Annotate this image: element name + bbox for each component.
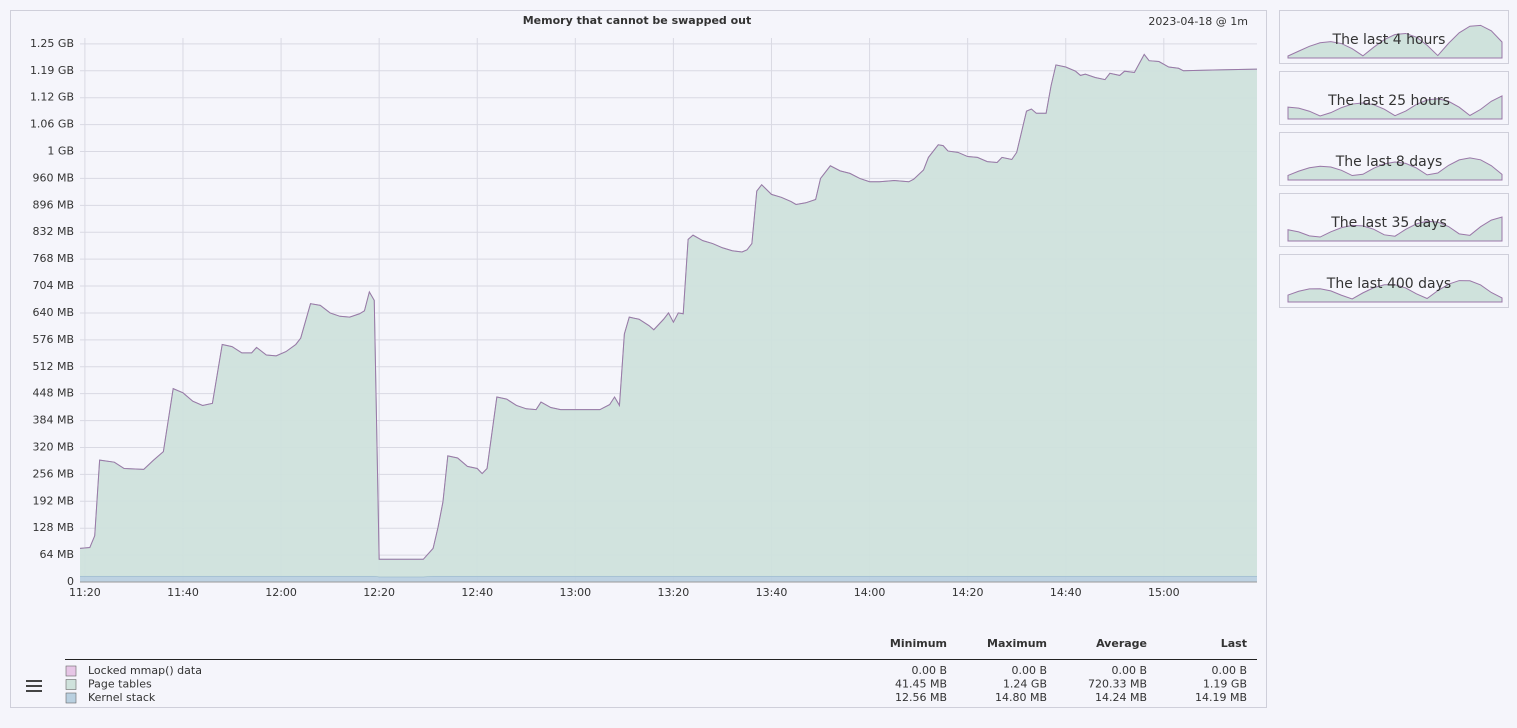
area-fill <box>80 54 1257 577</box>
zoom-label: The last 400 days <box>1326 276 1451 292</box>
x-tick-label: 13:20 <box>658 586 690 599</box>
y-tick-label: 1.12 GB <box>30 91 74 104</box>
x-tick-label: 11:40 <box>167 586 199 599</box>
y-tick-label: 448 MB <box>32 387 74 400</box>
legend-label: Kernel stack <box>88 691 156 704</box>
menu-bar <box>26 680 42 682</box>
y-tick-label: 832 MB <box>32 225 74 238</box>
x-tick-label: 13:00 <box>559 586 591 599</box>
x-tick-label: 13:40 <box>756 586 788 599</box>
y-tick-label: 320 MB <box>32 440 74 453</box>
stats-value: 0.00 B <box>911 664 947 677</box>
y-tick-label: 256 MB <box>32 467 74 480</box>
zoom-panel[interactable]: The last 400 days <box>1279 254 1509 308</box>
legend-label: Page tables <box>88 678 152 691</box>
y-tick-label: 1.06 GB <box>30 118 74 131</box>
x-tick-label: 11:20 <box>69 586 101 599</box>
zoom-panel[interactable]: The last 25 hours <box>1279 71 1509 125</box>
stats-header: Average <box>1096 637 1147 650</box>
y-tick-label: 704 MB <box>32 279 74 292</box>
zoom-label: The last 25 hours <box>1327 93 1450 109</box>
zoom-panel[interactable]: The last 35 days <box>1279 193 1509 247</box>
y-tick-label: 512 MB <box>32 360 74 373</box>
stats-value: 14.19 MB <box>1195 691 1247 704</box>
stats-value: 0.00 B <box>1011 664 1047 677</box>
y-tick-label: 384 MB <box>32 414 74 427</box>
stats-value: 1.19 GB <box>1203 678 1247 691</box>
area-fill <box>80 576 1257 582</box>
zoom-panel[interactable]: The last 8 days <box>1279 132 1509 186</box>
x-tick-label: 14:00 <box>854 586 886 599</box>
stats-value: 14.80 MB <box>995 691 1047 704</box>
legend-swatch <box>65 679 77 690</box>
stats-value: 12.56 MB <box>895 691 947 704</box>
thumbnail-area <box>1287 280 1503 303</box>
y-tick-label: 192 MB <box>32 494 74 507</box>
menu-icon[interactable] <box>26 680 42 692</box>
y-tick-label: 1 GB <box>47 145 74 158</box>
y-tick-label: 1.19 GB <box>30 64 74 77</box>
y-tick-label: 128 MB <box>32 521 74 534</box>
stats-value: 1.24 GB <box>1003 678 1047 691</box>
zoom-panels: The last 4 hours The last 25 hours The las… <box>1279 10 1509 308</box>
stats-header: Maximum <box>987 637 1047 650</box>
stats-value: 14.24 MB <box>1095 691 1147 704</box>
y-tick-label: 640 MB <box>32 306 74 319</box>
x-tick-label: 12:00 <box>265 586 297 599</box>
stats-value: 0.00 B <box>1211 664 1247 677</box>
zoom-panel[interactable]: The last 4 hours <box>1279 10 1509 64</box>
stats-header: Last <box>1221 637 1247 650</box>
stats-header: Minimum <box>890 637 947 650</box>
x-tick-label: 14:40 <box>1050 586 1082 599</box>
stats-value: 41.45 MB <box>895 678 947 691</box>
x-tick-label: 12:20 <box>363 586 395 599</box>
menu-bar <box>26 690 42 692</box>
legend-swatch <box>65 665 77 677</box>
thumbnail-area <box>1287 157 1503 181</box>
series-line <box>79 53 1258 560</box>
x-tick-label: 12:40 <box>461 586 493 599</box>
y-tick-label: 1.25 GB <box>30 37 74 50</box>
thumbnail-area <box>1287 95 1503 120</box>
chart-title: Memory that cannot be swapped out <box>523 14 752 27</box>
zoom-label: The last 35 days <box>1330 215 1447 231</box>
x-tick-label: 14:20 <box>952 586 984 599</box>
legend-swatch <box>65 692 77 704</box>
thumbnail-area <box>1287 216 1503 242</box>
y-tick-label: 576 MB <box>32 333 74 346</box>
stats-value: 0.00 B <box>1111 664 1147 677</box>
zoom-label: The last 4 hours <box>1332 32 1446 48</box>
x-tick-label: 15:00 <box>1148 586 1180 599</box>
y-tick-label: 960 MB <box>32 171 74 184</box>
stats-value: 720.33 MB <box>1088 678 1147 691</box>
legend-label: Locked mmap() data <box>88 664 202 677</box>
chart-subtitle: 2023-04-18 @ 1m <box>1148 15 1248 28</box>
thumbnail-area <box>1287 24 1503 59</box>
zoom-label: The last 8 days <box>1335 154 1443 170</box>
y-tick-label: 768 MB <box>32 252 74 265</box>
y-tick-label: 0 <box>67 575 74 588</box>
menu-bar <box>26 685 42 687</box>
y-tick-label: 64 MB <box>39 548 74 561</box>
y-tick-label: 896 MB <box>32 198 74 211</box>
